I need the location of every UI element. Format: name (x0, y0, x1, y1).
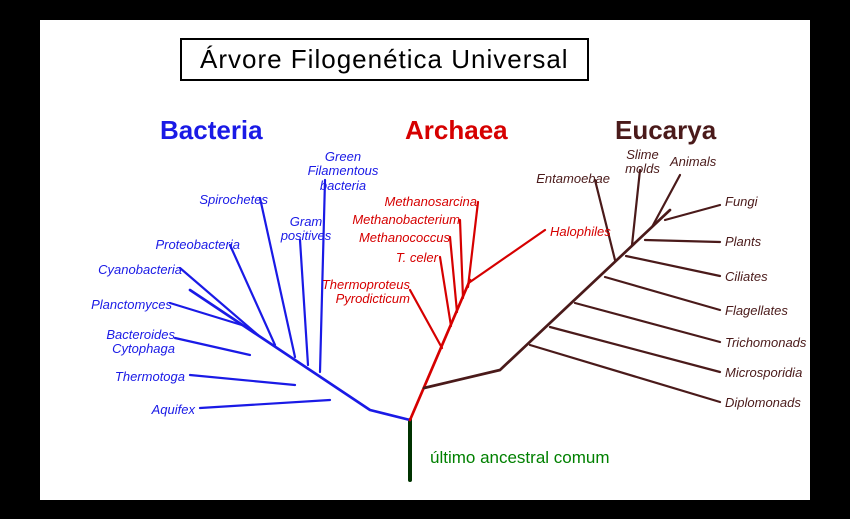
leaf-label: T. celer (388, 251, 438, 265)
leaf-label: Methanococcus (350, 231, 450, 245)
leaf-label: Plants (725, 235, 775, 249)
leaf-label: Grampositives (276, 215, 336, 244)
root-label: último ancestral comum (430, 448, 610, 468)
leaf-label: GreenFilamentousbacteria (298, 150, 388, 193)
leaf-label: Methanobacterium (338, 213, 460, 227)
leaf-label: Animals (670, 155, 730, 169)
leaf-label: Aquifex (140, 403, 195, 417)
leaf-label: Ciliates (725, 270, 780, 284)
diagram-frame: Árvore Filogenética Universal Bacteria A… (40, 20, 810, 500)
leaf-label: Fungi (725, 195, 775, 209)
leaf-label: Methanosarcina (373, 195, 477, 209)
leaf-label: Planctomyces (82, 298, 172, 312)
leaf-label: Slimemolds (620, 148, 665, 177)
leaf-label: Proteobacteria (145, 238, 240, 252)
leaf-label: Cyanobacteria (87, 263, 182, 277)
leaf-label: Microsporidia (725, 366, 820, 380)
leaf-label: BacteroidesCytophaga (90, 328, 175, 357)
leaf-label: Entamoebae (532, 172, 610, 186)
leaf-label: ThermoproteusPyrodicticum (315, 278, 410, 307)
leaf-label: Halophiles (550, 225, 630, 239)
leaf-label: Flagellates (725, 304, 800, 318)
leaf-label: Diplomonads (725, 396, 815, 410)
leaf-label: Thermotoga (100, 370, 185, 384)
leaf-label: Spirochetes (190, 193, 268, 207)
leaf-label: Trichomonads (725, 336, 820, 350)
